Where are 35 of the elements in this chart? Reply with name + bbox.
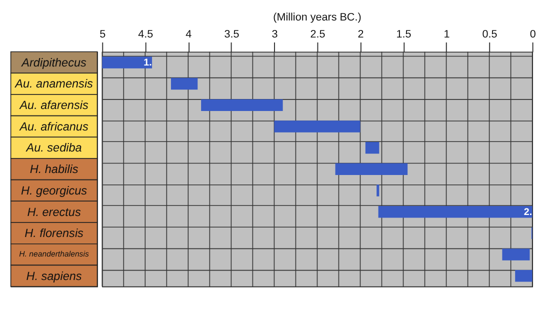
x-tick-label: 1.5 — [396, 28, 412, 41]
bar — [274, 120, 360, 132]
x-tick-label: 2.5 — [310, 28, 326, 41]
y-tick-label: Ardipithecus — [20, 56, 87, 70]
x-tick-label: 4.5 — [138, 28, 154, 41]
y-tick-label: H. florensis — [24, 227, 84, 240]
bar — [515, 270, 532, 282]
y-tick-label: H. erectus — [27, 206, 81, 219]
bar — [502, 248, 530, 260]
x-tick-label: 4 — [186, 28, 192, 41]
bar — [378, 206, 532, 218]
bar — [335, 163, 408, 176]
bar — [170, 78, 198, 90]
annotation: 2. — [524, 206, 532, 218]
annotation: 1. — [144, 57, 152, 68]
y-tick-label: Au. sediba — [25, 142, 82, 155]
y-tick-label: H. sapiens — [26, 270, 82, 283]
x-tick-label: 3 — [272, 28, 278, 41]
y-tick-label: H. habilis — [30, 163, 78, 176]
chart-title: (Million years BC.) — [273, 11, 362, 24]
x-tick-label: 2 — [358, 28, 364, 41]
bar — [365, 142, 380, 154]
y-tick-label: Au. afarensis — [18, 99, 88, 112]
y-tick-label: Au. anamensis — [14, 78, 94, 91]
bar — [376, 184, 380, 196]
bar — [201, 99, 283, 111]
x-tick-label: 1 — [444, 28, 450, 41]
y-tick-label: Au. africanus — [18, 120, 88, 134]
x-tick-label: 0 — [530, 28, 536, 41]
x-tick-label: 3.5 — [224, 28, 240, 41]
x-tick-label: 5 — [100, 28, 106, 41]
x-tick-label: 0.5 — [482, 28, 498, 41]
y-tick-label: H. georgicus — [20, 184, 88, 198]
y-tick-label: H. neanderthalensis — [19, 249, 89, 258]
bar — [102, 56, 152, 68]
